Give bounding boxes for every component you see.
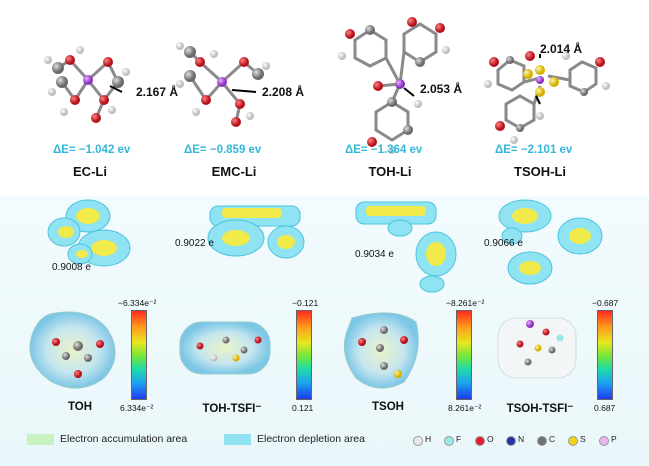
toh-label: TOH <box>67 401 93 413</box>
ec-li-charge-density <box>47 199 131 267</box>
tsoh-li-delta-e: ΔE= −2.101 ev <box>495 144 573 156</box>
toh-tsfi-top-tick: −0.121 <box>292 298 319 308</box>
accumulation-label: Electron accumulation area <box>60 433 188 445</box>
toh-tsfi-label: TOH-TSFI⁻ <box>202 403 262 415</box>
tsoh-li-charge-density <box>498 199 603 285</box>
ec-li-charge: 0.9008 e <box>52 262 91 273</box>
tsoh-bottom-tick: 8.261e⁻² <box>448 403 482 413</box>
atom-h-icon <box>413 436 423 446</box>
atom-c-icon <box>537 436 547 446</box>
tsoh-tsfi-top-tick: −0.687 <box>592 298 619 308</box>
atom-p-label: P <box>611 434 617 444</box>
structures-svg <box>44 17 610 154</box>
atom-n-icon <box>506 436 516 446</box>
toh-li-name: TOH-Li <box>368 164 412 179</box>
toh-tsfi-color-bar <box>296 310 312 400</box>
emc-li-charge: 0.9022 e <box>175 238 214 249</box>
atom-h-label: H <box>425 434 432 444</box>
atom-f-icon <box>444 436 454 446</box>
tsoh-esp-map <box>343 312 419 389</box>
emc-li-name: EMC-Li <box>211 164 257 179</box>
tsoh-top-tick: −8.261e⁻² <box>446 298 485 308</box>
tsoh-tsfi-bottom-tick: 0.687 <box>594 403 616 413</box>
tsoh-li-name: TSOH-Li <box>514 164 566 179</box>
tsoh-tsfi-esp-map <box>497 317 577 379</box>
toh-li-charge-density <box>355 201 457 293</box>
atom-o-label: O <box>487 434 494 444</box>
toh-color-bar <box>131 310 147 400</box>
toh-tsfi-esp-map <box>179 321 271 375</box>
depletion-swatch <box>224 434 251 445</box>
tsoh-color-bar <box>456 310 472 400</box>
accumulation-swatch <box>27 434 54 445</box>
ec-li-delta-e: ΔE= −1.042 ev <box>53 144 131 156</box>
emc-li-charge-density <box>207 205 305 259</box>
atom-f-label: F <box>456 434 462 444</box>
atom-s-label: S <box>580 434 586 444</box>
depletion-label: Electron depletion area <box>257 433 365 445</box>
tsoh-li-charge: 0.9066 e <box>484 238 523 249</box>
toh-li-distance: 2.053 Å <box>420 82 463 96</box>
tsoh-li-distance: 2.014 Å <box>540 42 583 56</box>
tsoh-tsfi-label: TSOH-TSFI⁻ <box>506 403 574 415</box>
tsoh-label: TSOH <box>372 401 404 413</box>
atom-s-icon <box>568 436 578 446</box>
toh-bottom-tick: 6.334e⁻² <box>120 403 154 413</box>
toh-li-charge: 0.9034 e <box>355 249 394 260</box>
charge-density-svg <box>47 199 603 293</box>
esp-maps-svg <box>29 311 577 389</box>
ec-li-distance: 2.167 Å <box>136 85 179 99</box>
emc-li-distance: 2.208 Å <box>262 85 305 99</box>
atom-p-icon <box>599 436 609 446</box>
toh-top-tick: −6.334e⁻² <box>118 298 157 308</box>
toh-tsfi-bottom-tick: 0.121 <box>292 403 314 413</box>
emc-li-delta-e: ΔE= −0.859 ev <box>184 144 262 156</box>
atom-o-icon <box>475 436 485 446</box>
toh-li-delta-e: ΔE= −1.364 ev <box>345 144 423 156</box>
atom-n-label: N <box>518 434 525 444</box>
ec-li-arrow <box>109 85 123 93</box>
atom-c-label: C <box>549 434 556 444</box>
toh-esp-map <box>29 311 116 389</box>
tsoh-tsfi-color-bar <box>597 310 613 400</box>
ec-li-name: EC-Li <box>73 164 107 179</box>
